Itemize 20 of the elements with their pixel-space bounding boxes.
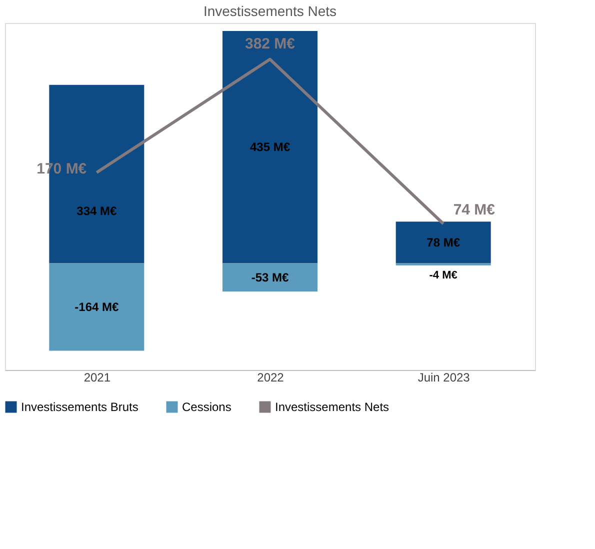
legend-label: Investissements Nets <box>275 400 390 414</box>
bar <box>396 222 491 264</box>
x-tick-label: Juin 2023 <box>418 370 470 384</box>
bar <box>222 31 318 264</box>
data-label: -53 M€ <box>251 270 289 284</box>
data-label: -4 M€ <box>429 269 458 282</box>
data-label: -164 M€ <box>74 300 119 314</box>
data-label: 170 M€ <box>36 160 88 178</box>
data-label: 78 M€ <box>426 235 460 250</box>
bar <box>222 263 318 292</box>
data-label: 435 M€ <box>250 140 290 154</box>
bar <box>49 263 144 351</box>
text: Investissements Nets <box>203 3 337 19</box>
data-label: 74 M€ <box>453 202 496 219</box>
x-tick-label: 2021 <box>84 370 111 384</box>
legend-label: Cessions <box>182 400 232 414</box>
data-label: 382 M€ <box>244 35 296 52</box>
x-tick-label: 2022 <box>257 370 284 384</box>
legend-label: Investissements Bruts <box>21 400 138 414</box>
data-label: 334 M€ <box>76 204 118 218</box>
